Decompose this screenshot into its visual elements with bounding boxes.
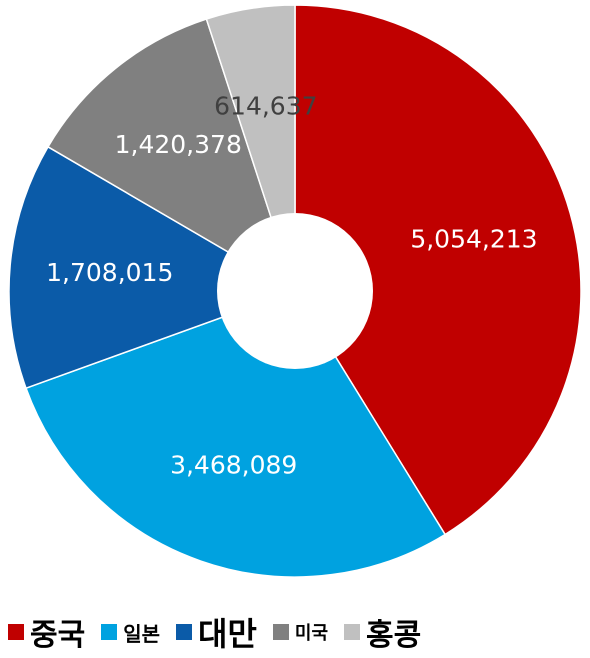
- legend-swatch: [344, 624, 361, 640]
- pie-slice-3: [8, 145, 297, 390]
- slice-data-label: 1,420,378: [115, 130, 242, 159]
- legend-item: 미국: [272, 619, 329, 645]
- legend-label: 홍콩: [366, 618, 422, 653]
- legend-label: 일본: [123, 621, 161, 646]
- slice-data-label: 614,637: [214, 91, 317, 120]
- legend-label: 미국: [294, 623, 329, 644]
- donut-hole: [217, 213, 373, 369]
- pie-slice-4: [46, 18, 297, 293]
- legend-item: 중국: [8, 610, 85, 654]
- legend-swatch: [272, 624, 289, 640]
- legend-swatch: [101, 624, 118, 640]
- legend-swatch: [8, 624, 24, 640]
- slice-data-label: 3,468,089: [170, 451, 297, 480]
- legend-item: 일본: [101, 618, 160, 647]
- legend-swatch: [176, 624, 193, 640]
- slice-data-label: 5,054,213: [410, 224, 537, 253]
- pie-slice-1: [294, 4, 582, 536]
- legend-item: 대만: [176, 609, 257, 655]
- chart-legend: 중국 일본 대만 미국 홍콩: [8, 609, 590, 655]
- donut-chart: 5,054,213 3,468,089 1,708,015 1,420,378 614,…: [8, 4, 582, 578]
- chart-data-labels: 5,054,213 3,468,089 1,708,015 1,420,378 614,…: [46, 91, 537, 479]
- legend-label: 중국: [30, 618, 86, 653]
- legend-label: 대만: [198, 615, 257, 653]
- slice-data-label: 1,708,015: [46, 258, 173, 287]
- pie-slice-2: [25, 290, 447, 578]
- legend-item: 홍콩: [344, 610, 421, 654]
